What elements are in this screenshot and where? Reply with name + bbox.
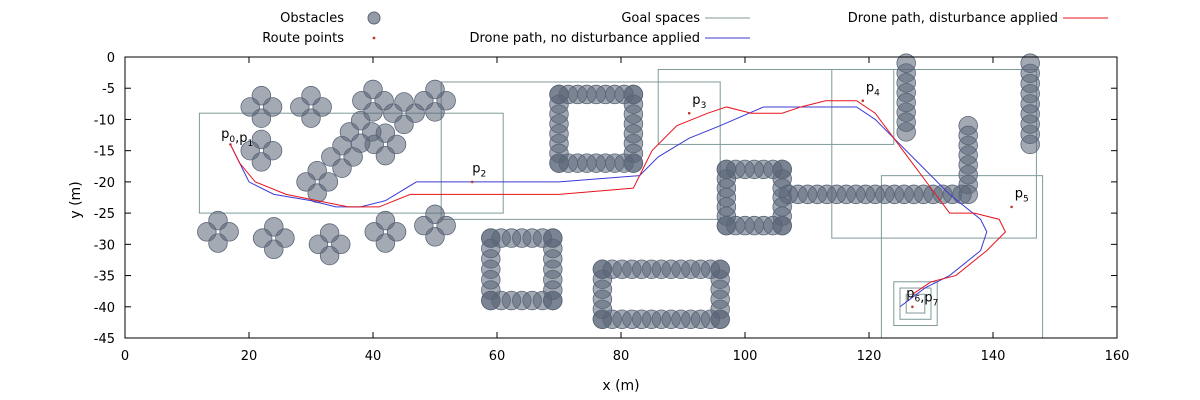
obstacle-cluster-10-3 xyxy=(197,222,217,242)
obstacle-wall-6-6 xyxy=(481,290,501,311)
legend-label-2: Goal spaces xyxy=(621,11,700,26)
goal-space-7 xyxy=(905,293,926,314)
obstacle-cluster-2-2 xyxy=(262,140,283,161)
series-line-0 xyxy=(229,106,988,308)
x-tick-label-7: 140 xyxy=(981,349,1006,364)
x-tick-label-0: 0 xyxy=(121,349,129,364)
y-tick-label-0: 0 xyxy=(107,51,115,66)
y-tick-label-3: -15 xyxy=(94,145,115,160)
obstacle-cluster-13-2 xyxy=(386,222,407,242)
y-tick-label-5: -25 xyxy=(94,207,115,222)
legend-label-0: Obstacles xyxy=(280,11,344,26)
obstacle-cluster-9-3 xyxy=(296,172,316,192)
obstacle-cluster-8-3 xyxy=(364,134,384,155)
x-tick-label-6: 120 xyxy=(857,349,882,364)
obstacle-cluster-1-3 xyxy=(290,97,310,117)
obstacle-cluster-0-3 xyxy=(240,97,260,117)
series-line-1 xyxy=(229,100,1007,295)
route-point-4 xyxy=(1010,205,1013,209)
legend: Obstacles Route points Goal spaces Drone pa… xyxy=(262,11,1108,46)
x-tick-label-2: 40 xyxy=(365,349,382,364)
obstacle-wall-18-7 xyxy=(958,184,978,205)
route-point-label-4: p5 xyxy=(1015,187,1029,205)
obstacle-wall-17-7 xyxy=(896,122,916,142)
obstacle-cluster-14-2 xyxy=(436,215,456,236)
route-point-5 xyxy=(911,305,914,309)
obstacle-cluster-3-3 xyxy=(352,91,372,111)
y-tick-label-4: -20 xyxy=(94,176,115,191)
legend-swatch-0 xyxy=(367,11,381,25)
x-tick-label-5: 100 xyxy=(733,349,758,364)
obstacle-cluster-8-2 xyxy=(386,134,407,155)
goal-space-2 xyxy=(657,68,895,145)
legend-label-1: Route points xyxy=(262,31,344,46)
goal-space-5 xyxy=(893,281,938,327)
x-tick-label-4: 80 xyxy=(613,349,630,364)
obstacle-cluster-12-2 xyxy=(331,234,351,255)
obstacle-cluster-0-2 xyxy=(262,97,283,117)
goal-space-3 xyxy=(831,68,1037,239)
route-points-layer: p0,p1 p2 p3 p4 p5 p6,p7 xyxy=(221,80,1029,308)
route-point-label-3: p4 xyxy=(866,80,880,98)
route-point-label-5: p6,p7 xyxy=(906,286,938,308)
x-axis-label: x (m) xyxy=(602,378,639,394)
obstacle-cluster-14-3 xyxy=(414,215,434,236)
obstacle-wall-2-7 xyxy=(549,153,569,173)
obstacle-cluster-5-3 xyxy=(414,91,434,111)
obstacle-wall-7-6 xyxy=(543,290,563,311)
obstacle-wall-10-5 xyxy=(592,309,613,329)
obstacle-wall-3-7 xyxy=(623,153,644,173)
drone-paths-layer xyxy=(229,100,1007,308)
obstacle-cluster-4-3 xyxy=(383,103,403,123)
route-point-label-0: p0,p1 xyxy=(221,127,253,149)
obstacle-cluster-13-3 xyxy=(364,222,384,242)
route-point-3 xyxy=(861,99,865,103)
obstacle-wall-14-6 xyxy=(716,215,737,236)
legend-swatch-1 xyxy=(372,36,376,40)
obstacle-cluster-2-3 xyxy=(240,140,260,161)
goal-space-6 xyxy=(899,287,932,320)
y-axis-label: y (m) xyxy=(68,181,84,218)
obstacle-cluster-11-3 xyxy=(252,228,273,248)
obstacles-layer xyxy=(197,53,1040,329)
legend-label-3: Drone path, no disturbance applied xyxy=(469,31,700,46)
obstacle-cluster-7-3 xyxy=(321,147,341,167)
obstacle-cluster-10-2 xyxy=(219,222,239,242)
y-tick-label-8: -40 xyxy=(94,301,115,316)
route-point-1 xyxy=(470,180,474,184)
x-tick-label-1: 20 xyxy=(241,349,258,364)
axes-layer: 0 20 40 60 80 100 120 140 160 0 -5 -10 -15 -20 -25 -30 -… xyxy=(94,51,1130,364)
obstacle-cluster-11-2 xyxy=(275,228,295,248)
y-tick-label-1: -5 xyxy=(102,82,115,97)
goal-space-1 xyxy=(440,81,721,220)
legend-label-4: Drone path, disturbance applied xyxy=(848,11,1058,26)
goal-space-0 xyxy=(198,112,504,214)
obstacle-wall-19-8 xyxy=(1020,134,1040,155)
x-tick-label-3: 60 xyxy=(489,349,506,364)
obstacle-cluster-9-2 xyxy=(318,172,339,192)
y-tick-label-7: -35 xyxy=(94,270,115,285)
y-tick-label-9: -45 xyxy=(94,332,115,347)
route-point-label-1: p2 xyxy=(472,162,486,180)
route-point-2 xyxy=(687,111,691,115)
x-tick-label-8: 160 xyxy=(1105,349,1130,364)
obstacle-cluster-12-3 xyxy=(308,234,329,255)
route-point-0 xyxy=(229,143,232,146)
obstacle-cluster-7-2 xyxy=(343,147,363,167)
y-tick-label-6: -30 xyxy=(94,238,115,253)
y-tick-label-2: -10 xyxy=(94,113,115,128)
route-point-label-2: p3 xyxy=(692,93,706,111)
obstacle-wall-11-5 xyxy=(710,309,730,329)
obstacle-cluster-1-2 xyxy=(312,97,332,117)
obstacle-cluster-5-2 xyxy=(436,91,456,111)
obstacle-wall-15-6 xyxy=(772,215,792,236)
